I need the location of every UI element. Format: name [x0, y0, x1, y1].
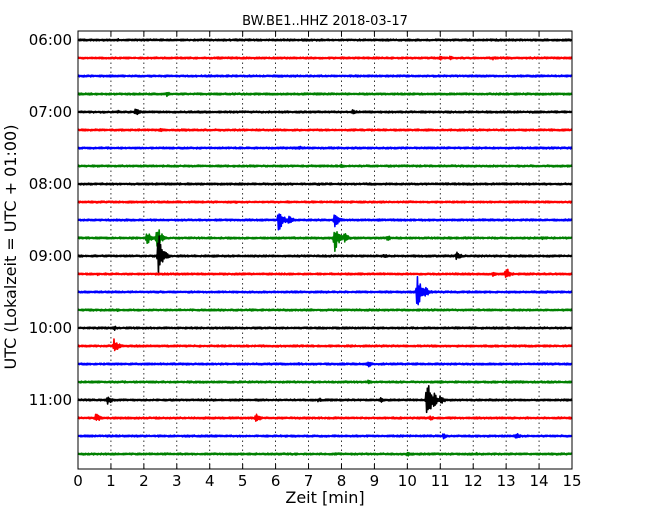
trace-row-1 — [77, 55, 573, 61]
trace-row-15 — [77, 308, 573, 313]
x-tick-label: 10 — [398, 472, 417, 490]
y-tick-label: 08:00 — [29, 175, 72, 193]
trace-row-19 — [77, 379, 573, 385]
x-axis-ticks: 0 1 2 3 4 5 6 7 8 9 10 11 12 13 14 15 — [73, 31, 582, 490]
trace-row-8 — [77, 182, 573, 186]
trace-row-5 — [77, 127, 573, 133]
trace-row-4 — [77, 108, 573, 116]
x-tick-label: 11 — [431, 472, 450, 490]
x-axis-label: Zeit [min] — [285, 488, 364, 507]
trace-row-23 — [77, 451, 573, 457]
trace-row-10 — [77, 213, 573, 231]
traces — [77, 37, 573, 457]
x-tick-label: 15 — [562, 472, 581, 490]
trace-row-17 — [77, 338, 573, 352]
x-tick-label: 1 — [106, 472, 116, 490]
trace-row-0 — [77, 37, 573, 42]
trace-row-3 — [77, 91, 573, 98]
trace-row-13 — [77, 268, 573, 279]
trace-row-14 — [77, 275, 573, 306]
trace-row-6 — [77, 145, 573, 150]
x-tick-label: 5 — [238, 472, 248, 490]
trace-row-20 — [77, 384, 573, 414]
x-tick-label: 6 — [271, 472, 281, 490]
y-tick-label: 06:00 — [29, 31, 72, 49]
y-tick-label: 07:00 — [29, 103, 72, 121]
trace-row-12 — [77, 235, 573, 276]
x-tick-label: 13 — [497, 472, 516, 490]
trace-row-18 — [77, 361, 573, 368]
x-tick-label: 7 — [304, 472, 314, 490]
y-tick-label: 10:00 — [29, 319, 72, 337]
x-tick-label: 9 — [370, 472, 380, 490]
x-tick-label: 14 — [530, 472, 549, 490]
trace-row-11 — [77, 229, 573, 253]
x-tick-label: 4 — [205, 472, 215, 490]
x-tick-label: 12 — [464, 472, 483, 490]
trace-row-16 — [77, 325, 573, 331]
y-axis-ticks: 06:00 07:00 08:00 09:00 10:00 11:00 — [29, 31, 83, 409]
x-tick-label: 0 — [73, 472, 83, 490]
x-tick-label: 2 — [139, 472, 149, 490]
plot-frame — [77, 30, 573, 470]
chart-title: BW.BE1..HHZ 2018-03-17 — [242, 14, 408, 29]
trace-row-7 — [77, 163, 573, 169]
trace-row-2 — [77, 74, 573, 78]
x-tick-label: 8 — [337, 472, 347, 490]
trace-row-22 — [77, 433, 573, 440]
x-tick-label: 3 — [172, 472, 182, 490]
trace-row-21 — [77, 413, 573, 422]
trace-row-9 — [77, 200, 573, 205]
y-axis-label: UTC (Lokalzeit = UTC + 01:00) — [1, 125, 20, 370]
y-tick-label: 11:00 — [29, 391, 72, 409]
x-grid-lines — [110, 31, 540, 469]
y-tick-label: 09:00 — [29, 247, 72, 265]
